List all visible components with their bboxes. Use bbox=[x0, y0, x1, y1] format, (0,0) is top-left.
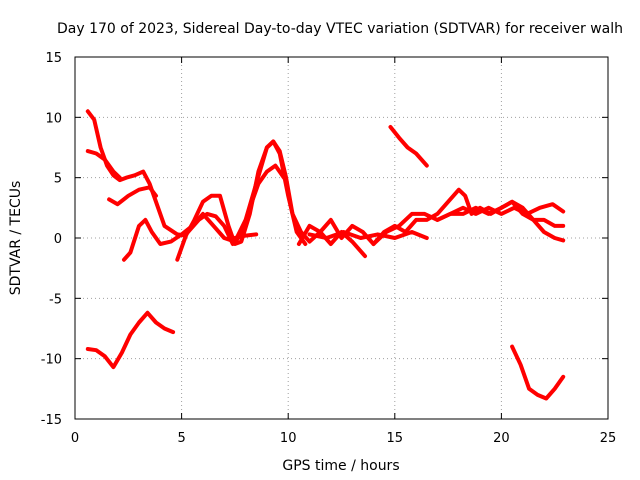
x-tick-label: 0 bbox=[71, 431, 79, 446]
series-line-s2 bbox=[85, 149, 122, 180]
series-line-s10 bbox=[371, 199, 566, 246]
series-line-s11 bbox=[435, 202, 566, 222]
chart-title: Day 170 of 2023, Sidereal Day-to-day VTE… bbox=[57, 21, 623, 37]
x-tick-label: 5 bbox=[177, 431, 185, 446]
x-axis-label: GPS time / hours bbox=[282, 458, 399, 474]
y-tick-label: 5 bbox=[54, 172, 62, 187]
series-layer bbox=[85, 109, 566, 401]
y-tick-labels: -15 -10 -5 0 5 10 15 bbox=[41, 51, 62, 428]
series-line-s4 bbox=[122, 139, 367, 262]
y-axis-label: SDTVAR / TECUs bbox=[8, 181, 24, 296]
y-tick-label: -10 bbox=[41, 353, 62, 368]
x-tick-label: 10 bbox=[280, 431, 297, 446]
y-tick-label: -5 bbox=[49, 292, 62, 307]
y-tick-label: -15 bbox=[41, 413, 62, 428]
x-tick-label: 25 bbox=[600, 431, 617, 446]
series-line-s14 bbox=[510, 344, 566, 401]
x-tick-labels: 0 5 10 15 20 25 bbox=[71, 431, 616, 446]
series-line-s12 bbox=[388, 125, 429, 168]
tick-marks bbox=[74, 56, 609, 420]
series-line-s3 bbox=[107, 185, 158, 207]
y-tick-label: 0 bbox=[54, 232, 62, 247]
series-line-s13 bbox=[85, 310, 176, 370]
x-tick-label: 20 bbox=[493, 431, 510, 446]
y-tick-label: 15 bbox=[45, 51, 62, 66]
series-line-s7 bbox=[232, 232, 259, 240]
series-line-s5 bbox=[175, 139, 308, 262]
series-line-s9 bbox=[307, 230, 429, 240]
y-tick-label: 10 bbox=[45, 111, 62, 126]
x-tick-label: 15 bbox=[387, 431, 404, 446]
series-line-s1 bbox=[85, 109, 188, 238]
